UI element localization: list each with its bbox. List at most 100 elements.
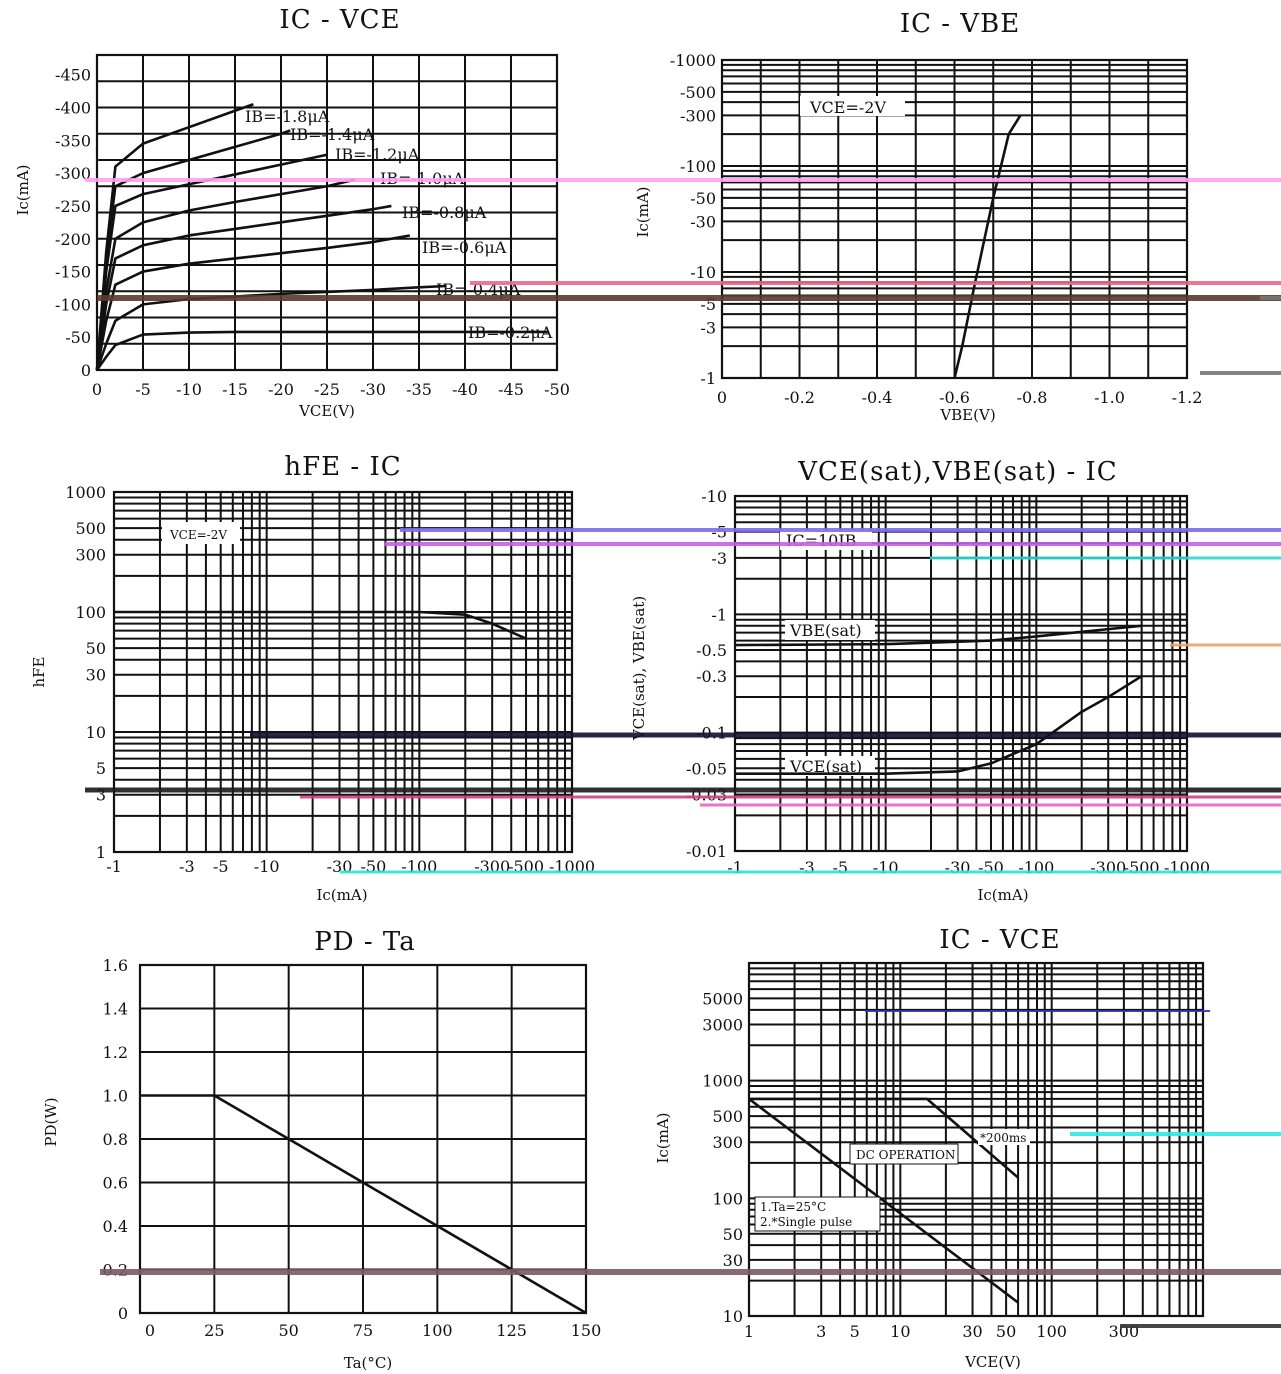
y-tick-label: 300: [712, 1133, 743, 1152]
y-tick-label: 500: [75, 519, 106, 538]
x-tick-label: -1: [106, 857, 122, 876]
chart-title: hFE - IC: [284, 452, 401, 482]
series-label: VBE(sat): [789, 621, 862, 640]
y-tick-label: 300: [75, 546, 106, 565]
x-tick-label: -30: [945, 858, 971, 877]
y-tick-label: -0.05: [686, 759, 727, 778]
x-tick-label: 75: [353, 1321, 373, 1340]
series-label-bg: [785, 756, 875, 776]
chart-hfe-ic: -1 -3 -5 -10 -30 -50 -100 -300-500 -100010005003…: [30, 452, 595, 904]
chart-pd-ta: 02550751001251501.61.41.21.00.80.60.40.2…: [42, 927, 601, 1372]
y-tick-label: 1000: [65, 483, 106, 502]
grid: [721, 59, 1188, 379]
x-tick-label: 10: [890, 1322, 910, 1341]
x-tick-label: -0.4: [862, 388, 893, 407]
x-tick-label: -50: [978, 858, 1004, 877]
series-line: [748, 1097, 1019, 1304]
plot-frame: [747, 961, 1205, 1318]
series-line: [735, 675, 1143, 776]
y-tick-label: 5000: [702, 989, 743, 1008]
plot-frame: [95, 53, 559, 372]
x-axis-label: VBE(V): [939, 406, 995, 424]
y-axis-label: Ic(mA): [634, 186, 652, 237]
x-tick-label: -300: [1090, 858, 1126, 877]
x-tick-label: -5: [135, 380, 151, 399]
x-tick-label: -5: [833, 858, 849, 877]
x-tick-label: 100: [1036, 1322, 1067, 1341]
x-tick-label: -1.0: [1094, 388, 1125, 407]
y-tick-label: 0.6: [103, 1174, 128, 1193]
y-tick-label: -3: [700, 318, 716, 337]
chart-title: IC - VBE: [900, 9, 1020, 39]
series-line: [95, 234, 411, 371]
y-tick-label: 1000: [702, 1072, 743, 1091]
y-tick-label: 1.6: [103, 956, 128, 975]
chart-soa: 1 3 5 10 30 50 100 3005000300010005003001005030…: [654, 925, 1205, 1371]
y-tick-label: 1.0: [103, 1087, 128, 1106]
grid: [139, 964, 587, 1314]
y-tick-label: 0: [118, 1304, 128, 1323]
x-axis-label: VCE(V): [964, 1353, 1021, 1371]
chart-title: IC - VCE: [279, 5, 400, 35]
y-tick-label: -1000: [670, 51, 716, 70]
series-line: [95, 178, 355, 371]
annotation-label: DC OPERATION: [856, 1148, 955, 1162]
annotation-bg: [162, 522, 240, 544]
x-axis-label: Ic(mA): [977, 886, 1028, 904]
chart-title: IC - VCE: [939, 925, 1060, 955]
x-tick-label: -5: [213, 857, 229, 876]
x-tick-label: 25: [204, 1321, 224, 1340]
y-tick-label: 1.4: [103, 1000, 128, 1019]
x-tick-label: -30: [360, 380, 386, 399]
series-label: IB=-1.2μA: [335, 145, 420, 164]
y-tick-label: 1.2: [103, 1043, 128, 1062]
series-line: [114, 610, 527, 640]
y-tick-label: 500: [712, 1107, 743, 1126]
x-tick-label: 100: [422, 1321, 453, 1340]
y-tick-label: -250: [55, 197, 91, 216]
annotation-bg: [978, 1129, 1030, 1145]
x-tick-label: 0: [145, 1321, 155, 1340]
y-tick-label: 5: [96, 759, 106, 778]
y-tick-label: 10: [723, 1307, 743, 1326]
x-axis-label: Ta(°C): [344, 1354, 392, 1372]
y-tick-label: -0.01: [686, 842, 727, 861]
annotation-label: IC=10IB: [786, 531, 856, 550]
y-tick-label: 30: [86, 666, 106, 685]
y-tick-label: 0: [81, 361, 91, 380]
y-tick-label: -300: [680, 106, 716, 125]
plot-frame: [138, 963, 588, 1315]
chart-title: PD - Ta: [314, 927, 415, 957]
annotation-label: VCE=-2V: [809, 98, 886, 117]
x-tick-label: -35: [406, 380, 432, 399]
x-axis-label: Ic(mA): [316, 886, 367, 904]
x-tick-label: -1000: [1164, 858, 1210, 877]
series-label: IB=-0.2μA: [468, 323, 553, 342]
grid: [748, 962, 1204, 1317]
y-axis-label: VCE(sat), VBE(sat): [630, 596, 648, 741]
y-tick-label: -0.5: [696, 641, 727, 660]
plot-frame: [733, 494, 1189, 853]
y-tick-label: -100: [55, 295, 91, 314]
y-tick-label: -300: [55, 164, 91, 183]
x-tick-label: 125: [496, 1321, 527, 1340]
y-axis-label: Ic(mA): [14, 164, 32, 215]
x-tick-label: -10: [873, 858, 899, 877]
y-tick-label: -1: [711, 605, 727, 624]
x-tick-label: -15: [222, 380, 248, 399]
y-tick-label: 0.4: [103, 1217, 128, 1236]
y-tick-label: -400: [55, 99, 91, 118]
y-tick-label: 0.8: [103, 1130, 128, 1149]
y-tick-label: -350: [55, 131, 91, 150]
x-tick-label: -0.6: [939, 388, 970, 407]
y-tick-label: 100: [712, 1189, 743, 1208]
x-tick-label: 150: [571, 1321, 602, 1340]
x-tick-label: -3: [799, 858, 815, 877]
series-label-bg: [785, 620, 875, 640]
notes-box: [754, 1196, 881, 1232]
series-line: [734, 624, 1142, 647]
series-line: [95, 129, 291, 371]
x-tick-label: 0: [92, 380, 102, 399]
x-tick-label: -45: [498, 380, 524, 399]
